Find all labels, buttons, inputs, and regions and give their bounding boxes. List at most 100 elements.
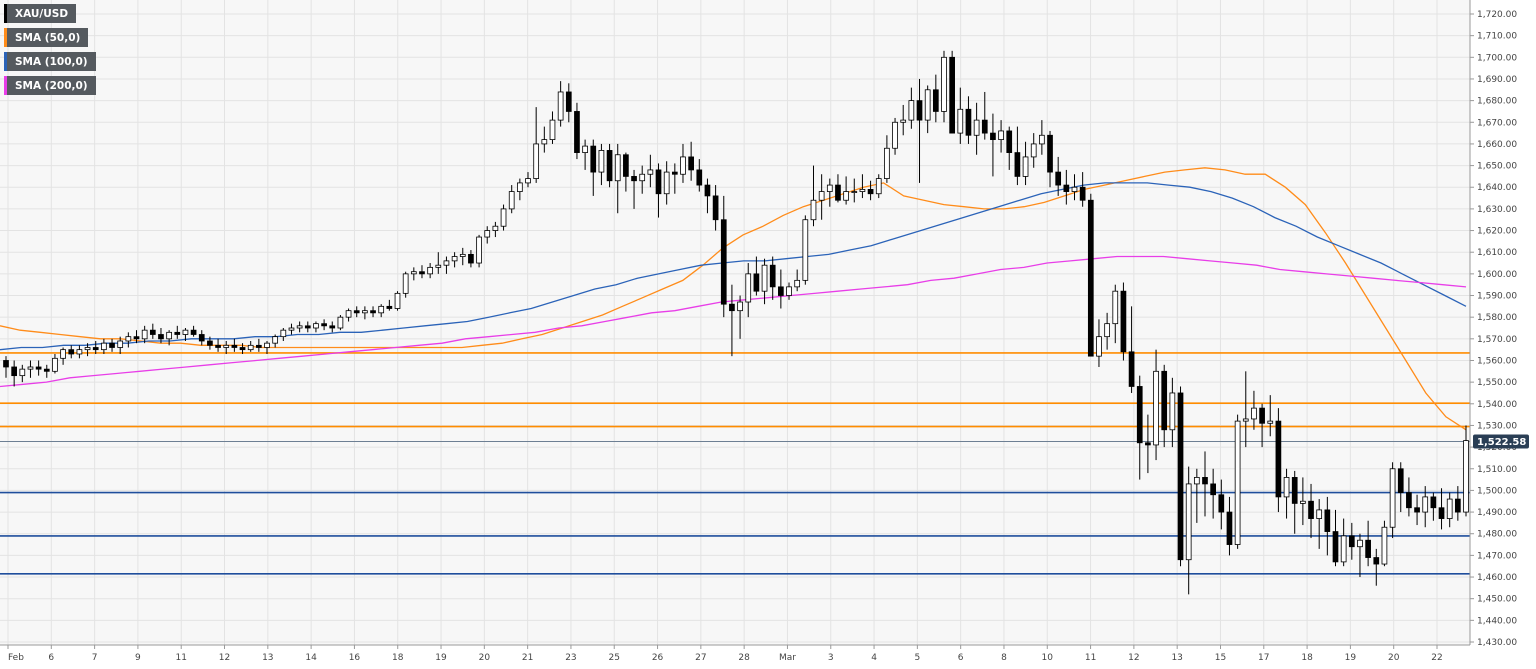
legend: XAU/USD SMA (50,0) SMA (100,0) SMA (200,… xyxy=(4,4,96,100)
candle-body xyxy=(1340,535,1347,563)
candle-body xyxy=(141,329,148,340)
x-tick-label: 28 xyxy=(738,653,750,663)
x-tick-label: 10 xyxy=(1042,653,1054,663)
candle-body xyxy=(484,230,491,238)
y-tick-label: 1,710.00 xyxy=(1477,32,1517,42)
candle-body xyxy=(296,325,303,329)
candle-body xyxy=(370,310,376,314)
candle-body xyxy=(1169,392,1176,431)
swatch-symbol xyxy=(4,4,7,23)
candle-body xyxy=(639,173,646,182)
candle-body xyxy=(288,327,295,331)
y-tick-label: 1,640.00 xyxy=(1477,183,1517,193)
candle-body xyxy=(541,139,548,145)
y-tick-label: 1,570.00 xyxy=(1477,335,1517,345)
y-tick-label: 1,430.00 xyxy=(1477,638,1517,648)
y-tick-label: 1,480.00 xyxy=(1477,530,1517,540)
y-tick-label: 1,630.00 xyxy=(1477,205,1517,215)
candle-body xyxy=(704,184,711,197)
candle-body xyxy=(190,329,197,335)
y-tick-label: 1,660.00 xyxy=(1477,140,1517,150)
candle-body xyxy=(826,184,833,192)
candle-body xyxy=(998,130,1004,140)
candle-body xyxy=(117,340,124,348)
y-tick-label: 1,590.00 xyxy=(1477,292,1517,302)
candle-body xyxy=(92,347,99,351)
candle-body xyxy=(647,169,654,175)
candle-body xyxy=(525,178,531,184)
candle-body xyxy=(329,325,336,329)
candle-body xyxy=(761,264,768,292)
candle-body xyxy=(965,108,972,136)
candle-body xyxy=(949,56,955,134)
y-tick-label: 1,440.00 xyxy=(1477,616,1517,626)
candle-body xyxy=(631,176,637,182)
candle-body xyxy=(1087,199,1094,357)
candle-body xyxy=(1267,420,1274,424)
legend-item-symbol[interactable]: XAU/USD xyxy=(4,4,77,23)
candle-body xyxy=(1438,507,1445,519)
x-tick-label: 6 xyxy=(958,653,964,663)
sma-lines xyxy=(0,167,1467,431)
candle-body xyxy=(149,329,156,335)
legend-item-sma100[interactable]: SMA (100,0) xyxy=(4,52,96,71)
candle-body xyxy=(1185,483,1192,561)
candle-body xyxy=(1104,323,1110,338)
candle-body xyxy=(867,189,874,195)
candle-body xyxy=(990,132,996,141)
candle-body xyxy=(810,199,817,221)
candle-body xyxy=(68,349,75,355)
candle-body xyxy=(1365,539,1371,558)
candle-body xyxy=(264,342,270,348)
legend-item-sma200[interactable]: SMA (200,0) xyxy=(4,76,96,95)
candle-body xyxy=(1406,492,1412,509)
x-tick-label: 22 xyxy=(1431,653,1442,663)
candle-body xyxy=(1218,494,1225,513)
candle-body xyxy=(729,303,735,312)
candle-body xyxy=(1381,526,1388,565)
candle-body xyxy=(737,301,743,312)
candle-body xyxy=(492,225,499,231)
candle-body xyxy=(533,143,540,179)
candle-body xyxy=(304,325,311,329)
y-tick-label: 1,700.00 xyxy=(1477,53,1517,63)
candle-body xyxy=(321,323,327,327)
candle-body xyxy=(198,334,205,342)
y-tick-label: 1,450.00 xyxy=(1477,595,1517,605)
candle-body xyxy=(443,260,450,266)
legend-item-sma50[interactable]: SMA (50,0) xyxy=(4,28,89,47)
y-tick-label: 1,680.00 xyxy=(1477,97,1517,107)
candle-body xyxy=(1112,290,1119,325)
candle-body xyxy=(435,264,442,268)
candle-body xyxy=(932,89,939,112)
candle-body xyxy=(884,147,890,179)
swatch-sma100 xyxy=(4,52,7,71)
candle-body xyxy=(623,154,629,177)
candle-body xyxy=(1300,500,1306,504)
candle-body xyxy=(973,119,980,136)
candle-body xyxy=(557,91,564,121)
horizontal-levels xyxy=(0,352,1470,575)
candle-body xyxy=(843,191,849,201)
candle-body xyxy=(941,56,947,112)
y-tick-label: 1,580.00 xyxy=(1477,313,1517,323)
candle-body xyxy=(574,111,580,153)
x-tick-label: 6 xyxy=(48,653,54,663)
candle-body xyxy=(500,208,507,227)
candle-body xyxy=(598,150,605,173)
candle-body xyxy=(468,253,474,264)
candle-body xyxy=(517,182,523,192)
candle-body xyxy=(459,253,466,257)
candle-body xyxy=(745,273,752,303)
candle-body xyxy=(1120,290,1127,353)
candle-body xyxy=(1291,477,1298,504)
legend-label-sma100: SMA (100,0) xyxy=(15,55,88,68)
x-tick-label: 18 xyxy=(392,653,404,663)
last-price-text: 1,522.58 xyxy=(1477,437,1526,448)
candle-body xyxy=(1226,511,1233,545)
candle-body xyxy=(11,366,18,377)
candle-body xyxy=(663,171,670,195)
candle-body xyxy=(1324,509,1331,532)
candle-body xyxy=(875,178,882,195)
